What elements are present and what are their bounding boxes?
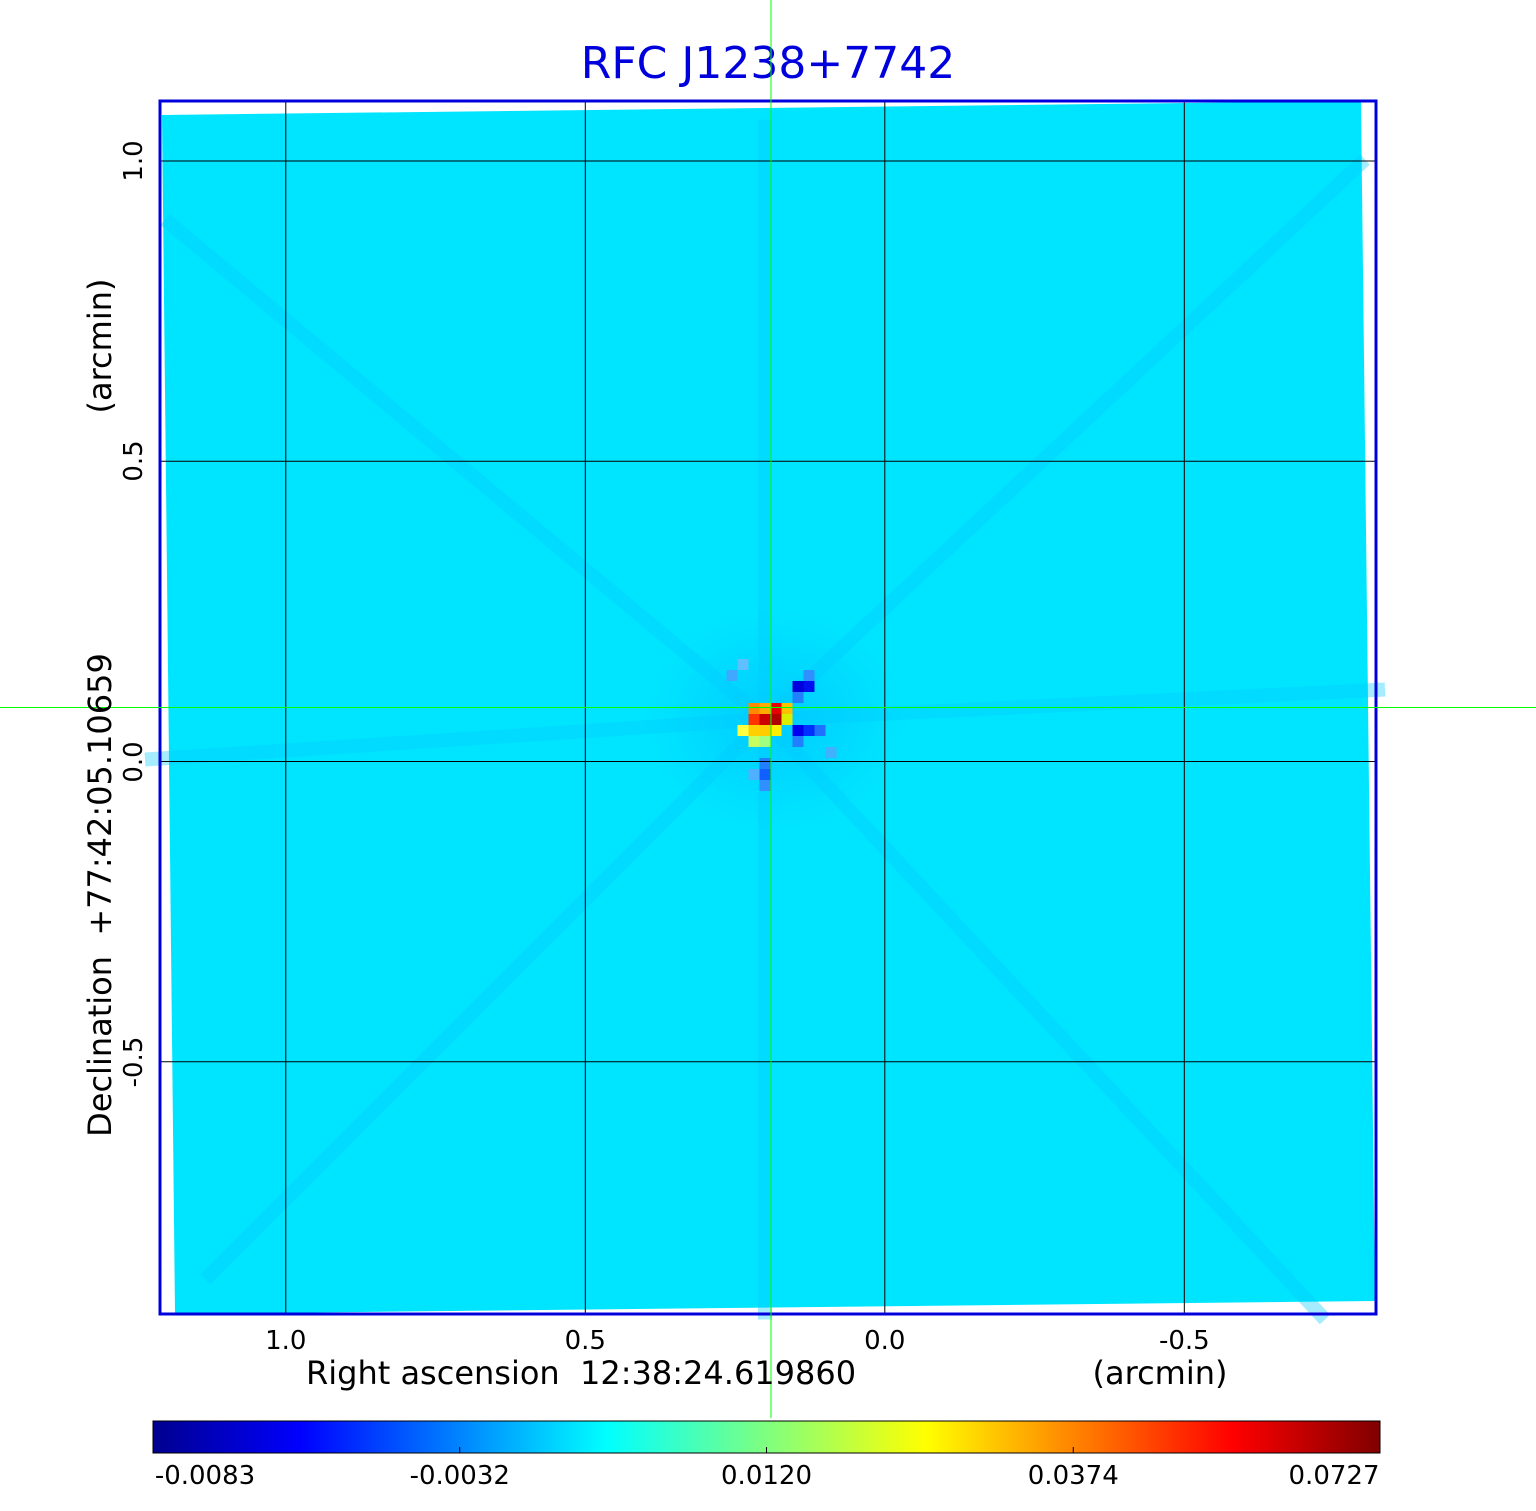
source-pixel (748, 769, 760, 781)
source-pixel (759, 714, 771, 726)
sidelobe-streaks (144, 119, 1386, 1325)
source-pixel (770, 703, 782, 715)
source-pixel (781, 703, 793, 715)
source-pixel (759, 769, 771, 781)
source-pixel (759, 736, 771, 748)
source-pixel (748, 703, 760, 715)
x-tick-label: -0.5 (1158, 1326, 1210, 1356)
y-tick-label: -0.5 (119, 1036, 149, 1088)
source-pixel (781, 714, 793, 726)
x-tick-label: 0.0 (864, 1326, 906, 1356)
y-axis-unit: (arcmin) (81, 278, 119, 414)
source-pixel (814, 725, 826, 737)
colorbar-tick-label: 0.0374 (1027, 1461, 1119, 1491)
source-pixel (792, 692, 804, 704)
colorbar-tick-marks (152, 1447, 1381, 1453)
x-axis-unit: (arcmin) (1092, 1354, 1228, 1392)
sidelobe-streak (160, 214, 770, 725)
chart-title: RFC J1238+7742 (580, 38, 956, 89)
colorbar-tick-label: -0.0032 (409, 1461, 510, 1491)
y-tick-label: 0.0 (119, 740, 149, 783)
source-pixel (759, 725, 771, 737)
source-pixels (726, 659, 837, 792)
colorbar-tick-label: -0.0083 (154, 1461, 256, 1491)
source-pixel (792, 725, 804, 737)
source-pixel (748, 714, 760, 726)
source-pixel (803, 670, 815, 682)
x-tick-label: 1.0 (265, 1326, 307, 1356)
source-pixel (770, 714, 782, 726)
sidelobe-streak (144, 712, 766, 767)
y-axis-label: Declination +77:42:05.10659 (81, 653, 119, 1137)
source-pixel (792, 681, 804, 693)
sidelobe-streak (200, 714, 770, 1285)
x-axis-label: Right ascension 12:38:24.619860 (306, 1354, 857, 1392)
source-pixel (748, 725, 760, 737)
source-pixel (770, 725, 782, 737)
source-pixel (759, 758, 771, 770)
source-pixel (737, 659, 749, 671)
source-pixel (825, 747, 837, 759)
source-pixel (759, 780, 771, 792)
colorbar-tick-label: 0.0120 (721, 1461, 812, 1491)
colorbar-tick-label: 0.0727 (1288, 1461, 1380, 1491)
source-pixel (737, 725, 749, 737)
sidelobe-streak (764, 682, 1386, 727)
source-pixel (792, 736, 804, 748)
source-pixel (803, 725, 815, 737)
x-tick-label: 0.5 (564, 1326, 606, 1356)
source-pixel (803, 681, 815, 693)
sidelobe-streak (759, 714, 1331, 1325)
source-pixel (726, 670, 738, 682)
sidelobe-streak (760, 154, 1370, 725)
source-pixel (748, 736, 760, 748)
source-pixel (759, 703, 771, 715)
y-tick-label: 1.0 (119, 140, 149, 182)
y-tick-label: 0.5 (119, 440, 149, 482)
